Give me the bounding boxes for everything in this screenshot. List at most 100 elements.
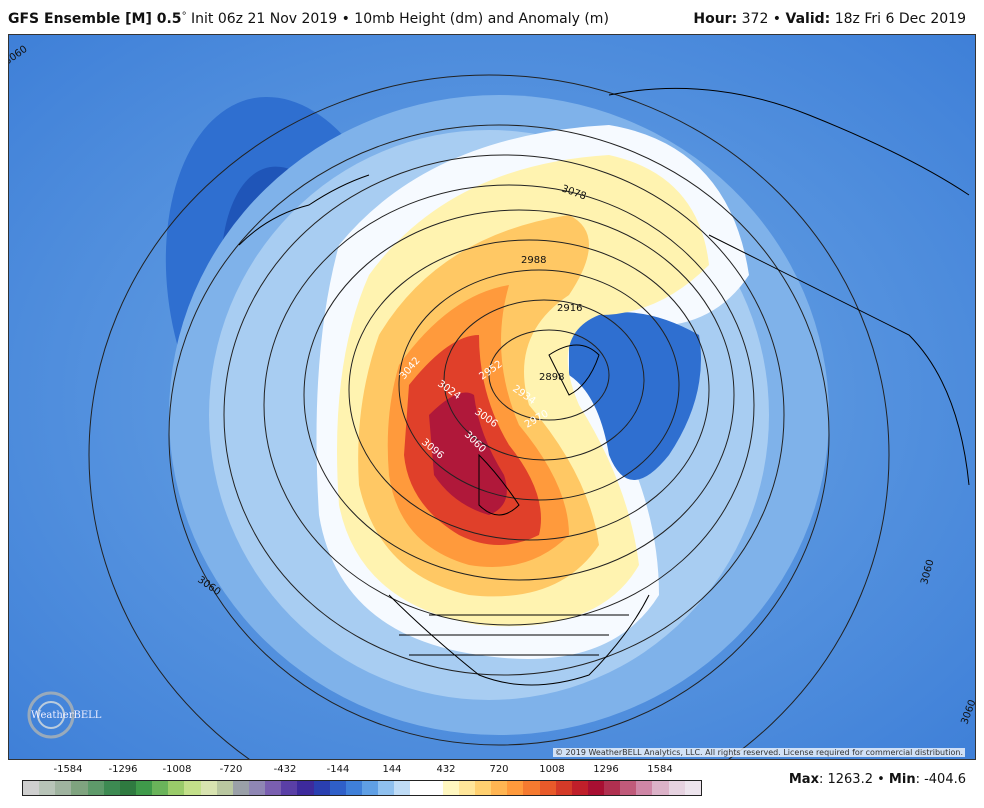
- colorbar-swatch: [152, 781, 169, 795]
- hudson-bay: [478, 453, 520, 516]
- colorbar-tick-label: -1296: [108, 764, 138, 775]
- colorbar-swatch: [103, 781, 120, 795]
- logo-text: WeatherBELL: [31, 710, 102, 721]
- contour-line: [443, 299, 645, 461]
- colorbar-swatch: [555, 781, 572, 795]
- valid-label: Valid:: [785, 11, 831, 27]
- colorbar-tick-label: -720: [219, 764, 243, 775]
- colorbar-swatch: [604, 781, 621, 795]
- colorbar: -1584 -1296 -1008 -720 -432 -144 144 432 720 1008…: [22, 764, 702, 804]
- min-value: : -404.6: [915, 772, 966, 787]
- contour-line: [168, 124, 830, 746]
- contour-label: 2898: [539, 372, 564, 383]
- colorbar-swatch: [168, 781, 185, 795]
- colorbar-tick-label: 432: [436, 764, 456, 775]
- contour-line: [488, 329, 610, 421]
- colorbar-swatch: [232, 781, 249, 795]
- colorbar-swatch: [523, 781, 540, 795]
- colorbar-swatch: [620, 781, 637, 795]
- min-label: Min: [888, 772, 916, 787]
- colorbar-swatch: [410, 781, 427, 795]
- colorbar-swatch: [184, 781, 201, 795]
- chart-title: GFS Ensemble [M] 0.5° Init 06z 21 Nov 20…: [8, 11, 609, 27]
- colorbar-tick-label: 1008: [539, 764, 565, 775]
- colorbar-swatch: [571, 781, 588, 795]
- coastlines: [238, 87, 970, 686]
- colorbar-swatch: [442, 781, 459, 795]
- colorbar-swatch: [265, 781, 282, 795]
- contour-line: [348, 239, 710, 541]
- colorbar-swatch: [361, 781, 379, 795]
- colorbar-tick-label: -432: [273, 764, 297, 775]
- colorbar-swatch: [216, 781, 233, 795]
- colorbar-tick-label: 144: [382, 764, 402, 775]
- colorbar-swatch: [248, 781, 266, 795]
- colorbar-swatch: [345, 781, 362, 795]
- colorbar-swatch: [55, 781, 72, 795]
- colorbar-swatch: [587, 781, 605, 795]
- separator: •: [872, 772, 889, 787]
- colorbar-swatch: [507, 781, 524, 795]
- colorbar-swatch: [636, 781, 653, 795]
- contour-line: [303, 209, 735, 581]
- logo-swirl-icon: WeatherBELL: [27, 691, 102, 739]
- colorbar-swatch: [378, 781, 395, 795]
- colorbar-swatches: [22, 780, 702, 796]
- colorbar-swatch: [394, 781, 411, 795]
- colorbar-swatch: [297, 781, 314, 795]
- colorbar-swatch: [281, 781, 298, 795]
- valid-time: Hour: 372 • Valid: 18z Fri 6 Dec 2019: [693, 11, 966, 27]
- colorbar-tick-label: -144: [326, 764, 350, 775]
- colorbar-swatch: [491, 781, 508, 795]
- colorbar-labels: -1584 -1296 -1008 -720 -432 -144 144 432 720 1008…: [22, 764, 702, 778]
- colorbar-swatch: [87, 781, 104, 795]
- contour-line: [398, 269, 680, 501]
- colorbar-swatch: [474, 781, 492, 795]
- colorbar-swatch: [684, 781, 701, 795]
- asia-outline: [608, 87, 970, 196]
- max-label: Max: [788, 772, 819, 787]
- colorbar-tick-label: -1008: [162, 764, 192, 775]
- colorbar-swatch: [119, 781, 136, 795]
- colorbar-tick-label: -1584: [53, 764, 83, 775]
- init-description: Init 06z 21 Nov 2019 • 10mb Height (dm) …: [186, 11, 609, 27]
- alaska-outline: [238, 174, 370, 246]
- colorbar-swatch: [329, 781, 346, 795]
- colorbar-swatch: [458, 781, 475, 795]
- colorbar-swatch: [39, 781, 56, 795]
- weatherbell-logo: WeatherBELL: [21, 685, 111, 745]
- hour-label: Hour:: [693, 11, 738, 27]
- colorbar-tick-label: 1296: [593, 764, 619, 775]
- contour-line: [263, 184, 755, 626]
- chart-header: GFS Ensemble [M] 0.5° Init 06z 21 Nov 20…: [0, 0, 984, 40]
- model-name: GFS Ensemble [M] 0.5: [8, 11, 182, 27]
- colorbar-swatch: [71, 781, 88, 795]
- colorbar-swatch: [652, 781, 669, 795]
- colorbar-swatch: [23, 781, 40, 795]
- hour-value: 372: [741, 11, 769, 27]
- colorbar-tick-label: 1584: [647, 764, 673, 775]
- colorbar-tick-label: 720: [489, 764, 509, 775]
- contour-line: [223, 154, 785, 676]
- colorbar-swatch: [200, 781, 217, 795]
- contour-label: 2916: [557, 303, 582, 314]
- valid-value: 18z Fri 6 Dec 2019: [834, 11, 966, 27]
- greenland: [548, 344, 600, 396]
- asia-border: [708, 234, 970, 486]
- colorbar-swatch: [135, 781, 153, 795]
- contour-label: 2988: [521, 255, 546, 266]
- copyright-notice: © 2019 WeatherBELL Analytics, LLC. All r…: [553, 748, 965, 757]
- height-contours: [88, 74, 890, 759]
- contour-line: [88, 74, 890, 759]
- anomaly-map: 3078 2988 2916 2898 3042 3024 2952 2934 …: [9, 35, 975, 759]
- colorbar-swatch: [426, 781, 443, 795]
- max-value: : 1263.2: [818, 772, 873, 787]
- separator: •: [768, 11, 786, 27]
- colorbar-swatch: [313, 781, 330, 795]
- colorbar-swatch: [668, 781, 685, 795]
- map-panel: 3078 2988 2916 2898 3042 3024 2952 2934 …: [8, 34, 976, 760]
- state-borders: [399, 614, 629, 656]
- degree-symbol: °: [181, 11, 187, 22]
- positive-anomaly-core: [429, 392, 507, 515]
- max-min-stats: Max: 1263.2 • Min: -404.6: [789, 772, 966, 787]
